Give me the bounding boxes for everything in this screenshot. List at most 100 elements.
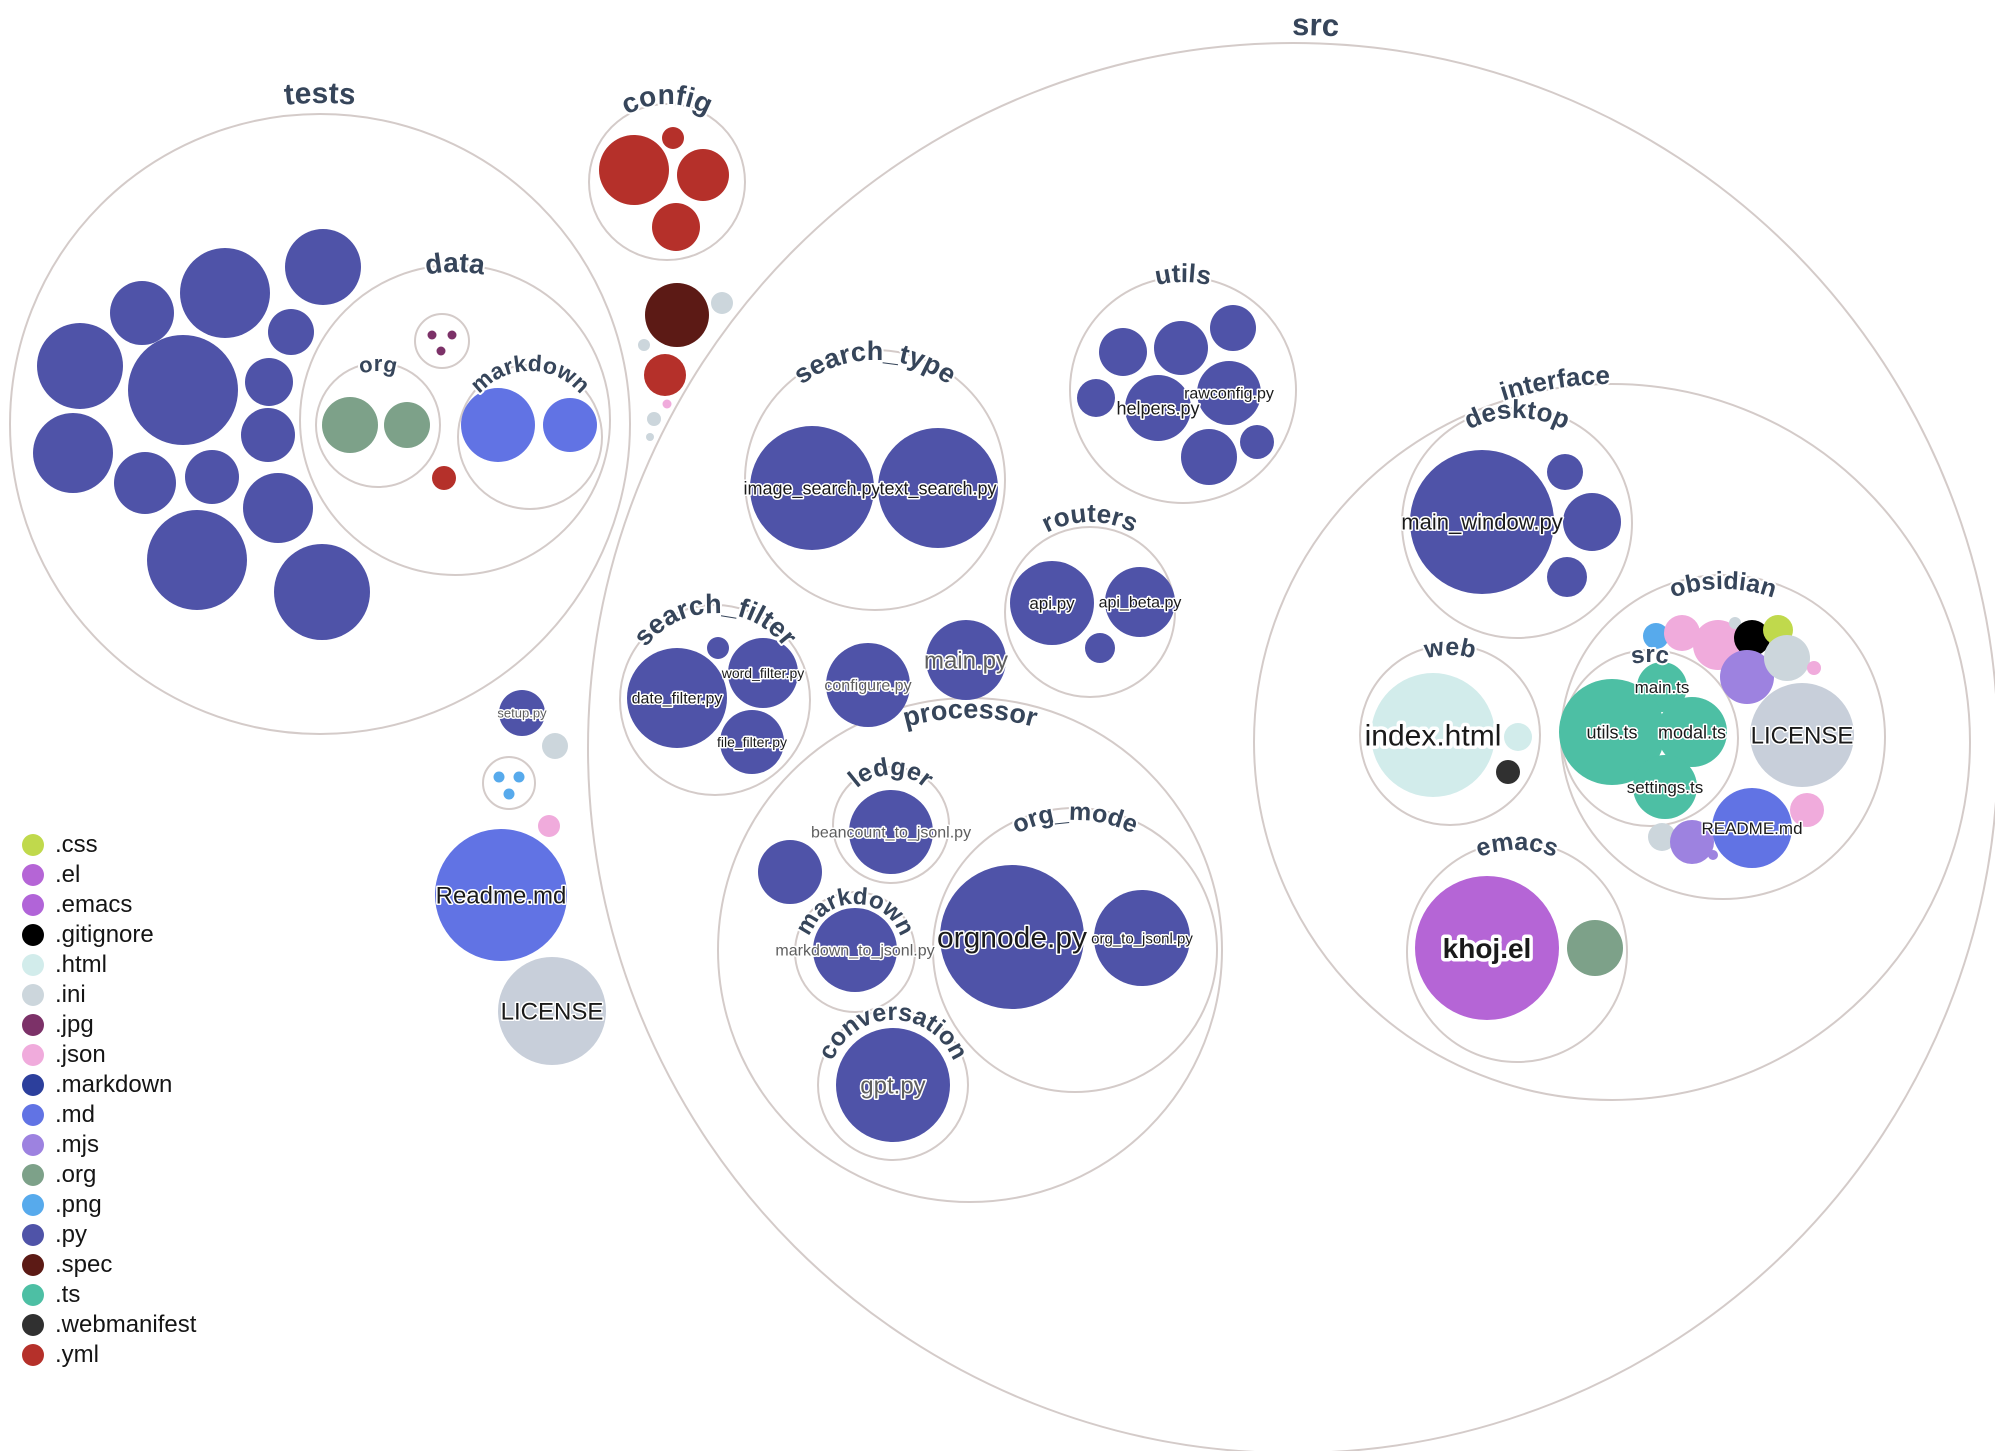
legend-color-dot-org (22, 1164, 44, 1186)
file-circle-jpg-file (427, 330, 437, 340)
legend-color-dot-html (22, 954, 44, 976)
file-label-api.py: api.py (1029, 594, 1075, 613)
legend-color-dot-ini (22, 984, 44, 1006)
file-circle-api_beta.py (1105, 567, 1175, 637)
directory-circle-desktop (1401, 407, 1633, 639)
legend-label: .jpg (55, 1011, 94, 1038)
file-label-khoj.el: khoj.el (1443, 933, 1532, 964)
file-circle-gpt.py (836, 1028, 950, 1142)
file-label-setup.py: setup.py (497, 706, 547, 721)
file-circle-ini-file (647, 412, 661, 426)
file-circle-Readme.md (435, 829, 567, 961)
file-circle-json-file (1664, 615, 1700, 651)
legend-label: .markdown (55, 1071, 173, 1098)
file-circle-py-file (274, 544, 370, 640)
legend-item-markdown: .markdown (22, 1070, 196, 1100)
directory-label-obsidian: obsidian (1666, 567, 1780, 604)
directory-circle-conversation (817, 1009, 969, 1161)
legend-item-html: .html (22, 950, 196, 980)
directory-label-data: data (423, 247, 488, 281)
legend-label: .py (55, 1221, 88, 1248)
file-circle-py-file (33, 413, 113, 493)
file-circle-json-file (662, 399, 672, 409)
file-label-org_to_jsonl.py: org_to_jsonl.py (1091, 930, 1193, 947)
file-label-rawconfig.py: rawconfig.py (1184, 386, 1274, 403)
legend-label: .el (55, 861, 81, 888)
file-circle-text_search.py (878, 428, 998, 548)
directory-circle-web (1359, 644, 1541, 826)
file-circle-png-file (493, 771, 505, 783)
file-circle-py-file (1077, 379, 1115, 417)
directory-circle-src (587, 42, 1995, 1451)
file-circle-spec-file (645, 283, 709, 347)
file-circle-webmanifest-file (1496, 760, 1520, 784)
directory-label-routers: routers (1037, 498, 1143, 538)
legend-item-ts: .ts (22, 1280, 196, 1310)
directory-circle-search-filter (619, 604, 811, 796)
directory-label-org-mode: org_mode (1008, 798, 1142, 839)
legend-label: .ts (55, 1281, 81, 1308)
legend-item-el: .el (22, 860, 196, 890)
file-circle-modal.ts (1657, 697, 1727, 767)
file-circle-image_search.py (750, 426, 874, 550)
file-circle-mjs-file (1708, 850, 1718, 860)
legend-item-png: .png (22, 1190, 196, 1220)
legend-label: .mjs (55, 1131, 99, 1158)
file-circle-md-file (543, 398, 597, 452)
file-circle-orgnode.py (940, 865, 1084, 1009)
file-circle-py-file (245, 358, 293, 406)
directory-circle-routers (1004, 526, 1176, 698)
directory-label-desktop: desktop (1460, 394, 1575, 435)
file-circle-py-file (758, 840, 822, 904)
file-circle-README.md (1712, 788, 1792, 868)
file-circle-png-file (1643, 623, 1669, 649)
directory-circle-png-folder (482, 756, 536, 810)
file-circle-html-file (1504, 723, 1532, 751)
file-circle-main.py (926, 620, 1006, 700)
file-circle-helpers.py (1125, 375, 1191, 441)
legend-item-emacs: .emacs (22, 890, 196, 920)
file-circle-word_filter.py (728, 638, 798, 708)
legend-color-dot-gitignore (22, 924, 44, 946)
file-circle-py-file (243, 473, 313, 543)
file-circle-khoj.el (1415, 876, 1559, 1020)
file-circle-py-file (1240, 425, 1274, 459)
file-circle-py-file (1099, 328, 1147, 376)
legend-item-md: .md (22, 1100, 196, 1130)
directory-circle-org-data (315, 362, 441, 488)
legend-label: .html (55, 951, 108, 978)
file-circle-py-file (1563, 493, 1621, 551)
file-circle-date_filter.py (627, 648, 727, 748)
legend-item-org: .org (22, 1160, 196, 1190)
file-circle-setup.py (499, 690, 545, 736)
file-circle-LICENSE (498, 957, 606, 1065)
file-type-legend: .css .el .emacs .gitignore .html .ini .jpg .jso… (22, 830, 196, 1370)
file-circle-mjs-file (1720, 650, 1774, 704)
legend-color-dot-ts (22, 1284, 44, 1306)
file-circle-py-file (268, 309, 314, 355)
file-circle-settings.ts (1633, 755, 1697, 819)
directory-circle-data (299, 264, 611, 576)
file-circle-ini-file (1729, 617, 1741, 629)
file-label-main.py: main.py (924, 647, 1008, 674)
directory-label-markdown-data: markdown (465, 350, 595, 398)
file-circle-py-file (1210, 305, 1256, 351)
file-circle-yml-file (432, 466, 456, 490)
file-circle-configure.py (826, 643, 910, 727)
legend-color-dot-css (22, 834, 44, 856)
legend-item-yml: .yml (22, 1340, 196, 1370)
file-circle-jpg-file (447, 330, 457, 340)
directory-label-config: config (616, 79, 717, 120)
file-circle-yml-file (644, 354, 686, 396)
file-label-index.html: index.html (1365, 720, 1502, 753)
legend-label: .webmanifest (55, 1311, 197, 1338)
file-circle-org-file (384, 402, 430, 448)
file-circle-json-file (1807, 661, 1821, 675)
legend-label: .md (55, 1101, 96, 1128)
legend-label: .png (55, 1191, 102, 1218)
file-circle-py-file (185, 450, 239, 504)
file-circle-py-file (285, 229, 361, 305)
file-circle-markdown_to_jsonl.py (813, 908, 897, 992)
file-circle-py-file (180, 248, 270, 338)
file-circle-file_filter.py (720, 710, 784, 774)
